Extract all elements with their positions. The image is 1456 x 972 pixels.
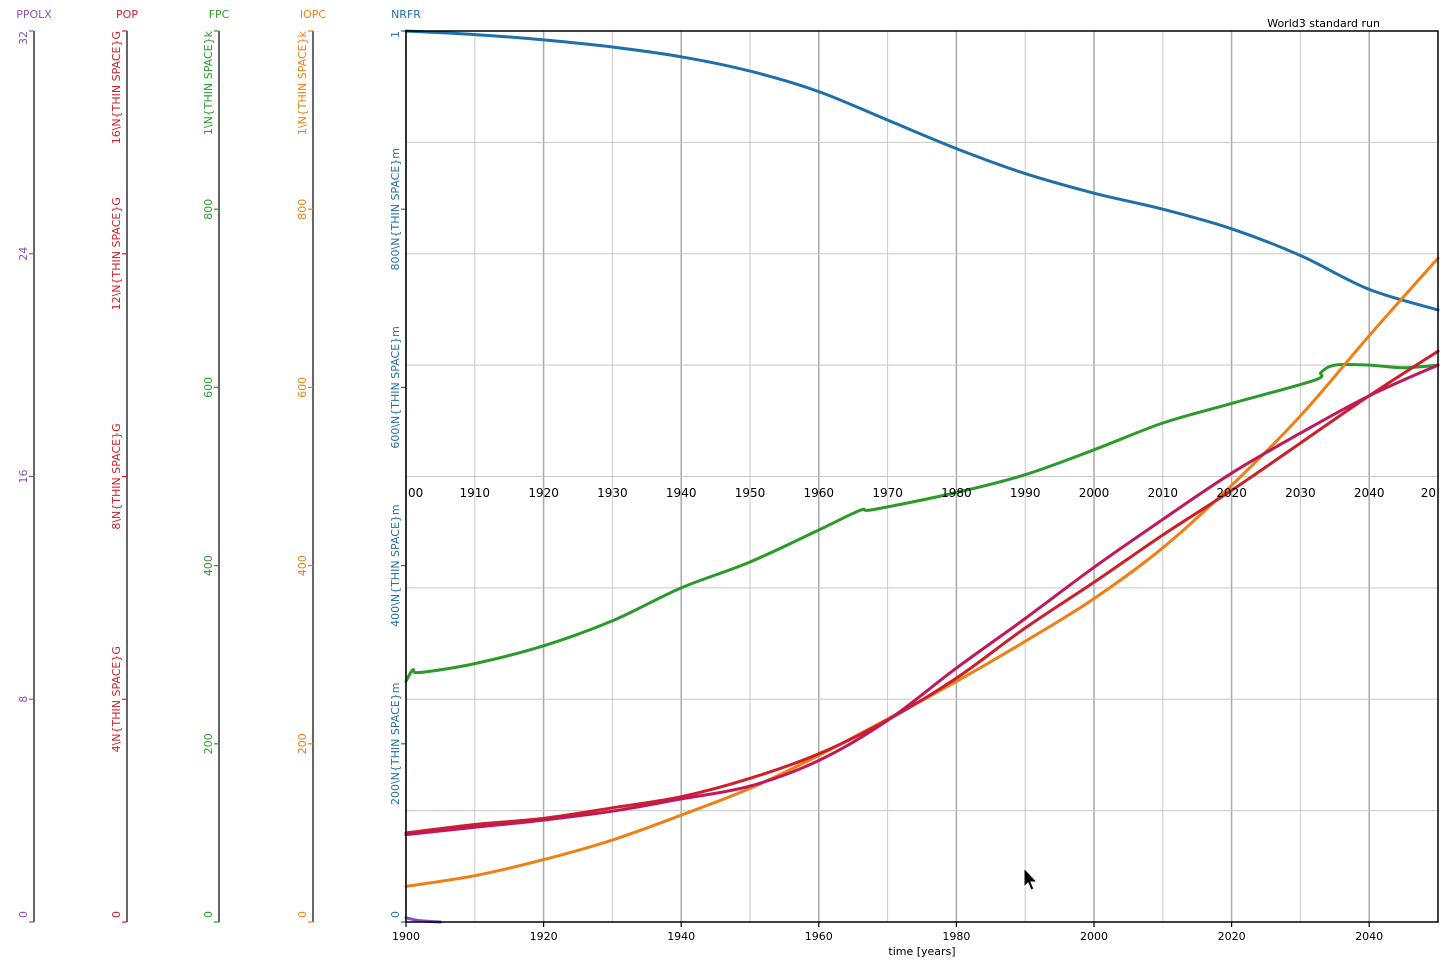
mid-tick-label: 1950 xyxy=(735,486,766,500)
axis-tick-label: 8 xyxy=(17,696,30,703)
x-tick-label: 2000 xyxy=(1080,930,1108,943)
axis-pop: POP 0 4\N{THIN SPACE}G 8\N{THIN SPACE}G 12\N… xyxy=(110,8,138,923)
axis-tick-label: 12\N{THIN SPACE}G xyxy=(110,197,123,310)
series-line-fpc xyxy=(404,362,1440,683)
x-tick-label: 2040 xyxy=(1355,930,1383,943)
axis-tick-label: 800\N{THIN SPACE}m xyxy=(389,148,402,270)
axis-title: IOPC xyxy=(300,8,327,21)
axis-tick-label: 1\N{THIN SPACE}k xyxy=(202,30,215,135)
axis-fpc: FPC 0 200 400 600 800 1\N{THIN SPACE}k xyxy=(202,8,230,923)
x-tick-label: 1900 xyxy=(392,930,420,943)
axis-tick-label: 800 xyxy=(202,199,215,220)
axis-tick-label: 16\N{THIN SPACE}G xyxy=(110,31,123,144)
mouse-cursor-icon xyxy=(1023,866,1039,891)
mid-tick-label: 1910 xyxy=(460,486,491,500)
x-tick-label: 1920 xyxy=(530,930,558,943)
mid-tick-label: 2040 xyxy=(1354,486,1385,500)
mid-tick-label: 1970 xyxy=(872,486,903,500)
axis-tick-label: 600 xyxy=(202,377,215,398)
axis-nrfr: NRFR 0 200\N{THIN SPACE}m 400\N{THIN SPACE}… xyxy=(389,8,421,923)
mid-tick-label: 2030 xyxy=(1285,486,1316,500)
axis-tick-label: 1 xyxy=(389,31,402,38)
x-axis-label: time [years] xyxy=(888,945,955,958)
axis-tick-label: 0 xyxy=(202,911,215,918)
mid-tick-label: 00 xyxy=(408,486,423,500)
axis-tick-label: 0 xyxy=(110,911,123,918)
mid-tick-label: 1920 xyxy=(528,486,559,500)
axis-tick-label: 8\N{THIN SPACE}G xyxy=(110,423,123,529)
series-line-nrfr xyxy=(404,29,1440,312)
mid-tick-label: 1960 xyxy=(804,486,835,500)
plot-frame xyxy=(405,30,1439,923)
axis-title: PPOLX xyxy=(16,8,52,21)
mid-tick-label: 20 xyxy=(1421,486,1436,500)
grid xyxy=(406,31,1438,922)
mid-tick-label: 1930 xyxy=(597,486,628,500)
x-tick-label: 1980 xyxy=(942,930,970,943)
axis-title: NRFR xyxy=(391,8,421,21)
series-line-pop xyxy=(404,349,1440,835)
axis-tick-label: 800 xyxy=(296,199,309,220)
axis-tick-label: 0 xyxy=(389,911,402,918)
mid-tick-label: 1940 xyxy=(666,486,697,500)
mid-tick-label: 1990 xyxy=(1010,486,1041,500)
series-lines xyxy=(404,29,1440,924)
axis-tick-label: 400 xyxy=(202,555,215,576)
x-tick-label: 1960 xyxy=(805,930,833,943)
axis-tick-label: 600 xyxy=(296,377,309,398)
axis-tick-label: 400\N{THIN SPACE}m xyxy=(389,504,402,626)
series-line-iopc xyxy=(404,256,1440,888)
axis-tick-label: 200 xyxy=(202,733,215,754)
axis-tick-label: 24 xyxy=(17,247,30,261)
axis-tick-label: 4\N{THIN SPACE}G xyxy=(110,646,123,752)
axis-iopc: IOPC 0 200 400 600 800 1\N{THIN SPACE}k xyxy=(296,8,327,923)
axis-tick-label: 1\N{THIN SPACE}k xyxy=(296,30,309,135)
series-line-pop xyxy=(404,363,1440,837)
mid-tick-label: 2000 xyxy=(1079,486,1110,500)
axis-tick-label: 0 xyxy=(296,911,309,918)
mid-tick-label: 2020 xyxy=(1216,486,1247,500)
mid-tick-label: 2010 xyxy=(1148,486,1179,500)
axis-tick-label: 0 xyxy=(17,911,30,918)
axis-tick-label: 200 xyxy=(296,733,309,754)
y-axes: PPOLX 0 8 16 24 32 POP 0 4\N{THIN SPACE}G 8\N{THI… xyxy=(16,8,421,923)
mid-tick-label: 1980 xyxy=(941,486,972,500)
x-axis: 1900 1920 1940 1960 1980 2000 2020 2040 00 1910 19… xyxy=(392,486,1436,943)
axis-ppolx: PPOLX 0 8 16 24 32 xyxy=(16,8,52,923)
chart-title: World3 standard run xyxy=(1267,17,1380,30)
axis-tick-label: 400 xyxy=(296,555,309,576)
axis-tick-label: 16 xyxy=(17,470,30,484)
axis-tick-label: 32 xyxy=(17,31,30,45)
axis-tick-label: 200\N{THIN SPACE}m xyxy=(389,683,402,805)
axis-title: POP xyxy=(116,8,138,21)
x-tick-label: 1940 xyxy=(667,930,695,943)
x-tick-label: 2020 xyxy=(1218,930,1246,943)
axis-tick-label: 600\N{THIN SPACE}m xyxy=(389,326,402,448)
axis-title: FPC xyxy=(209,8,230,21)
